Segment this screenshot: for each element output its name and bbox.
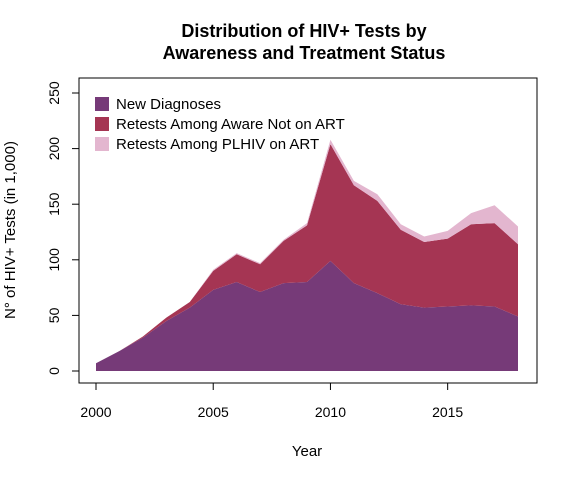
area-series-group bbox=[96, 139, 518, 371]
legend-label-retests-among-aware-not-on-art: Retests Among Aware Not on ART bbox=[116, 116, 345, 133]
legend-swatch-new-diagnoses bbox=[95, 97, 109, 111]
legend-label-retests-among-plhiv-on-art: Retests Among PLHIV on ART bbox=[116, 136, 319, 153]
x-tick-label-2015: 2015 bbox=[432, 404, 463, 420]
legend-label-new-diagnoses: New Diagnoses bbox=[116, 96, 221, 113]
legend-swatch-retests-among-aware-not-on-art bbox=[95, 117, 109, 131]
y-tick-label-0: 0 bbox=[46, 367, 62, 375]
x-axis-label: Year bbox=[292, 443, 322, 460]
area-new-diagnoses bbox=[96, 260, 518, 371]
legend-swatch-retests-among-plhiv-on-art bbox=[95, 137, 109, 151]
area-retests-among-aware-not-on-art bbox=[96, 144, 518, 364]
y-axis: 0 50 100 150 200 250 bbox=[46, 81, 80, 375]
y-tick-label-250: 250 bbox=[46, 81, 62, 105]
y-tick-label-50: 50 bbox=[46, 307, 62, 323]
y-tick-label-200: 200 bbox=[46, 137, 62, 161]
chart-title-line-1: Distribution of HIV+ Tests by bbox=[181, 21, 426, 41]
x-axis: 2000 2005 2010 2015 bbox=[80, 382, 463, 420]
x-tick-label-2005: 2005 bbox=[198, 404, 229, 420]
x-tick-label-2010: 2010 bbox=[315, 404, 346, 420]
y-tick-label-150: 150 bbox=[46, 192, 62, 216]
x-tick-label-2000: 2000 bbox=[80, 404, 111, 420]
legend: New Diagnoses Retests Among Aware Not on … bbox=[95, 96, 345, 153]
y-axis-label: N° of HIV+ Tests (in 1,000) bbox=[2, 141, 19, 319]
chart-title-line-2: Awareness and Treatment Status bbox=[163, 43, 446, 63]
y-tick-label-100: 100 bbox=[46, 248, 62, 272]
